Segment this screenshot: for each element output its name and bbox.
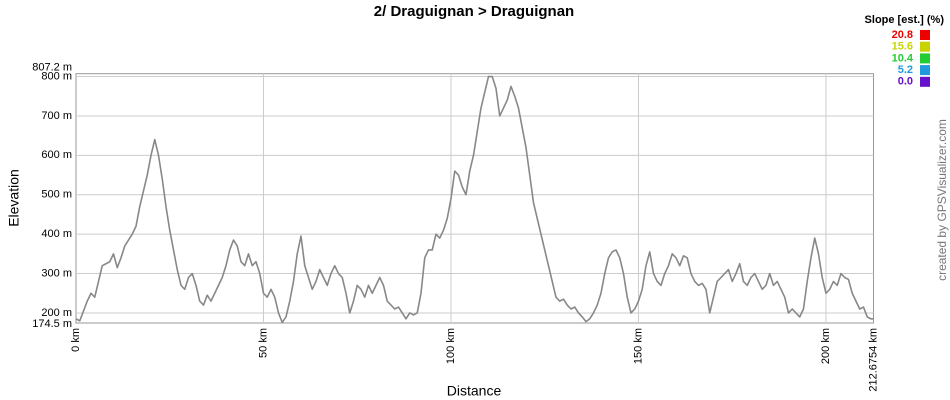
legend-swatch: [920, 76, 930, 87]
credit: created by GPSVisualizer.com: [935, 119, 949, 281]
legend-label: 10.4: [892, 52, 914, 64]
x-tick-label: 200 km: [820, 328, 832, 364]
legend-swatch: [920, 53, 930, 64]
x-tick-label: 0 km: [70, 328, 82, 352]
y-axis-title: Elevation: [6, 169, 22, 227]
elevation-line: [75, 75, 874, 324]
legend-label: 15.6: [892, 41, 913, 53]
plot-area: [75, 73, 874, 324]
x-tick-label: 50 km: [257, 328, 269, 358]
x-tick-label: 212.6754 km: [867, 328, 879, 392]
legend-label: 5.2: [898, 64, 913, 76]
legend-label: 0.0: [898, 76, 913, 88]
y-tick-label: 400 m: [41, 228, 72, 240]
y-tick-label: 600 m: [41, 149, 72, 161]
y-tick-label: 500 m: [41, 189, 72, 201]
x-tick-label: 100 km: [445, 328, 457, 364]
x-axis-title: Distance: [447, 383, 502, 399]
legend-label: 20.8: [892, 29, 913, 41]
legend-title: Slope [est.] (%): [865, 14, 945, 26]
y-tick-label: 800 m: [41, 70, 72, 82]
y-tick-label: 700 m: [41, 110, 72, 122]
legend-swatch: [920, 30, 930, 40]
y-tick-label: 807.2 m: [32, 62, 72, 74]
y-tick-label: 300 m: [41, 267, 72, 279]
chart-title: 2/ Draguignan > Draguignan: [374, 3, 574, 20]
legend-swatch: [920, 41, 930, 52]
x-tick-label: 150 km: [632, 328, 644, 364]
legend-swatch: [920, 65, 930, 76]
y-tick-label: 174.5 m: [32, 318, 72, 330]
y-tick-label: 200 m: [41, 307, 72, 319]
